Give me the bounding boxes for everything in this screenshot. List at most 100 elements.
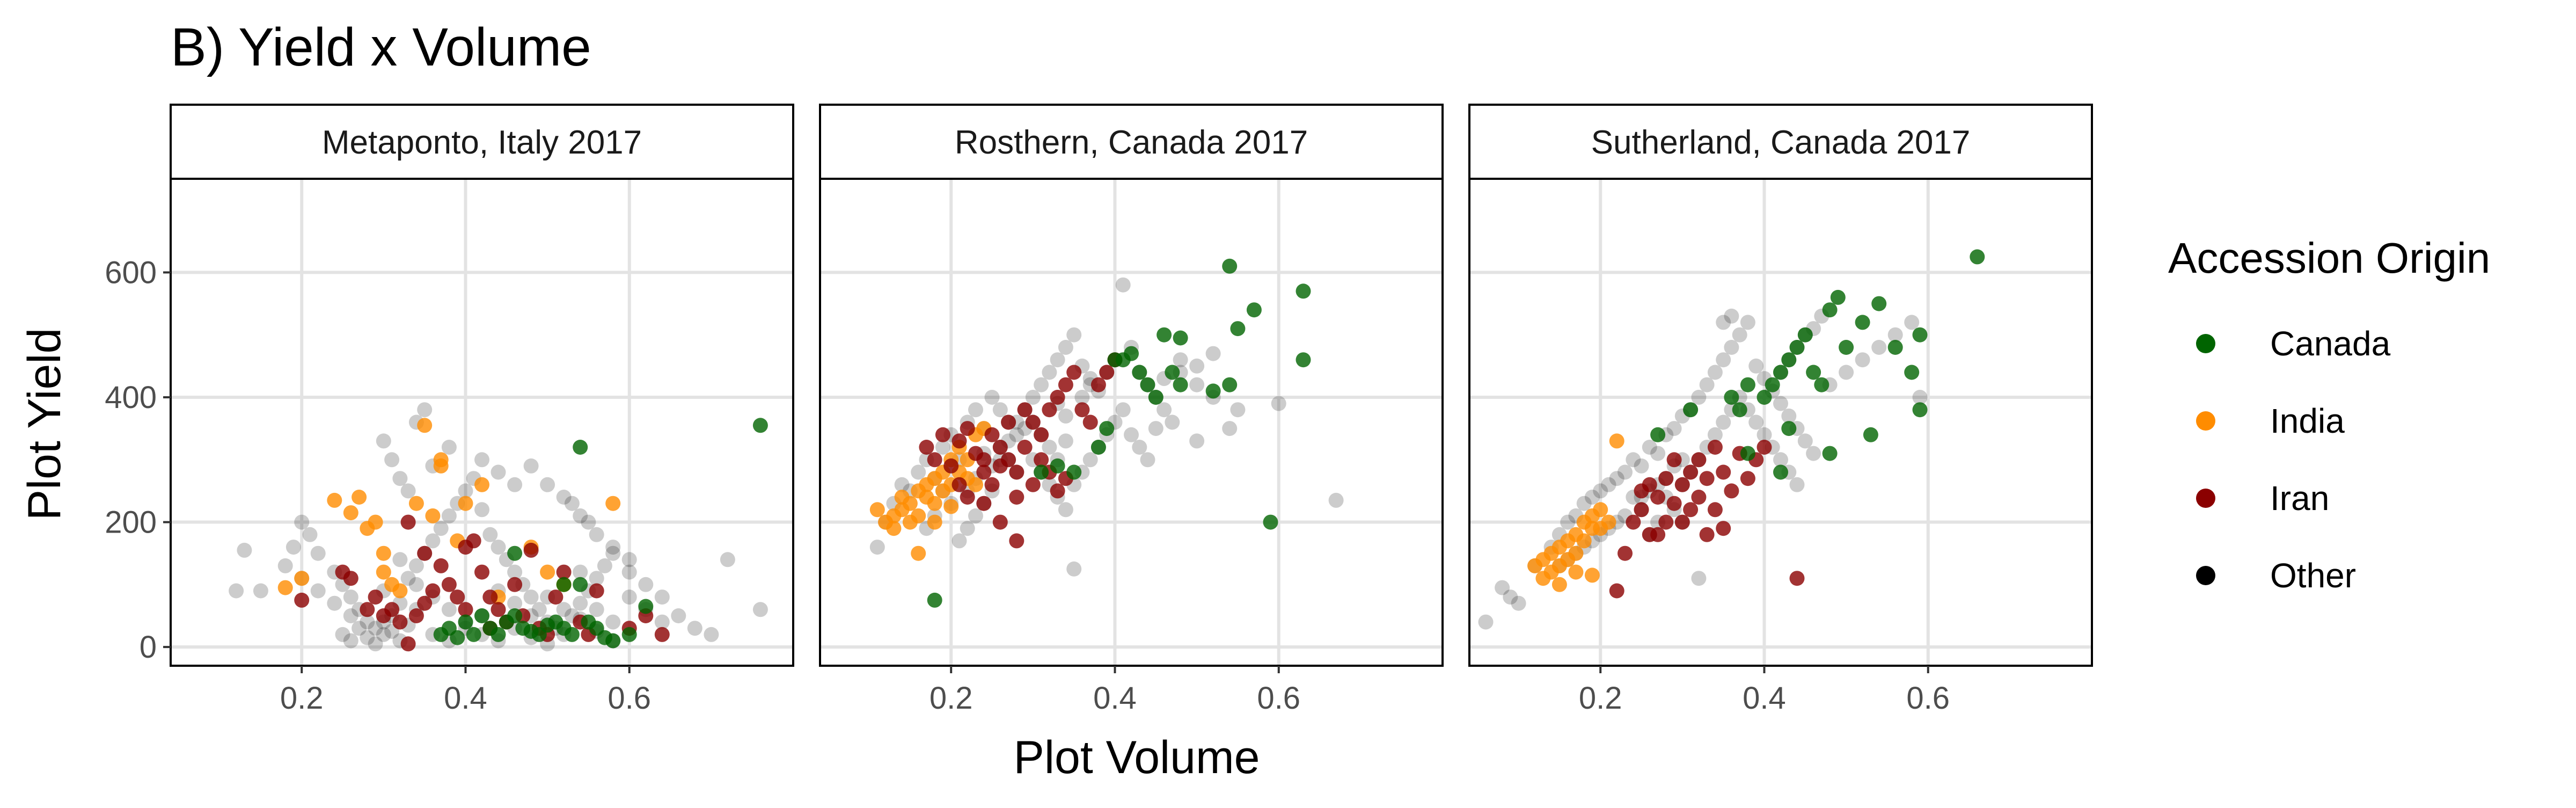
data-point-canada bbox=[1263, 514, 1278, 530]
data-point-iran bbox=[1724, 483, 1739, 499]
data-point-iran bbox=[1017, 402, 1033, 418]
data-point-canada bbox=[1157, 327, 1172, 343]
data-point-other bbox=[400, 483, 416, 499]
data-point-other bbox=[408, 577, 424, 592]
data-point-other bbox=[376, 627, 391, 642]
x-tick-label: 0.2 bbox=[1579, 681, 1622, 716]
data-point-canada bbox=[1789, 340, 1805, 355]
data-point-iran bbox=[976, 452, 992, 468]
data-point-other bbox=[1025, 390, 1041, 405]
data-point-india bbox=[1568, 564, 1584, 580]
y-tick-label: 0 bbox=[140, 630, 157, 665]
data-point-other bbox=[894, 477, 910, 492]
data-point-iran bbox=[360, 602, 375, 617]
data-point-canada bbox=[1765, 377, 1780, 392]
data-point-other bbox=[491, 464, 506, 480]
data-point-other bbox=[360, 630, 375, 645]
data-point-other bbox=[368, 621, 383, 636]
data-point-other bbox=[1691, 390, 1707, 405]
data-point-canada bbox=[1912, 402, 1928, 418]
data-point-canada bbox=[1806, 365, 1821, 380]
legend-label-other: Other bbox=[2270, 556, 2356, 595]
data-point-iran bbox=[507, 577, 523, 592]
data-point-iran bbox=[919, 440, 934, 455]
data-point-other bbox=[597, 558, 612, 573]
y-axis-title: Plot Yield bbox=[19, 328, 70, 521]
data-point-canada bbox=[605, 633, 621, 649]
data-point-canada bbox=[927, 592, 942, 608]
data-point-iran bbox=[368, 589, 383, 605]
data-point-other bbox=[1887, 327, 1903, 343]
data-point-other bbox=[1855, 352, 1870, 368]
data-point-iran bbox=[458, 602, 473, 617]
data-point-other bbox=[482, 527, 498, 542]
data-point-canada bbox=[1132, 365, 1147, 380]
data-point-other bbox=[1560, 514, 1576, 530]
data-point-iran bbox=[1740, 471, 1755, 486]
data-point-other bbox=[1601, 477, 1616, 492]
y-tick-label: 400 bbox=[105, 380, 157, 415]
data-point-other bbox=[869, 540, 885, 555]
data-point-india bbox=[425, 508, 441, 523]
data-point-other bbox=[1912, 390, 1928, 405]
data-point-iran bbox=[474, 564, 489, 580]
data-point-iran bbox=[1609, 583, 1624, 599]
data-point-canada bbox=[1165, 365, 1180, 380]
data-point-other bbox=[1495, 580, 1510, 595]
data-point-other bbox=[1328, 492, 1344, 508]
data-point-other bbox=[1757, 427, 1772, 442]
data-point-canada bbox=[1822, 302, 1838, 318]
data-point-canada bbox=[1683, 402, 1699, 418]
data-point-other bbox=[229, 583, 244, 599]
data-point-iran bbox=[343, 571, 358, 586]
data-point-other bbox=[441, 602, 457, 617]
data-point-iran bbox=[441, 577, 457, 592]
data-point-iran bbox=[1001, 452, 1016, 468]
data-point-other bbox=[1806, 446, 1821, 461]
data-point-other bbox=[581, 514, 596, 530]
data-point-other bbox=[952, 533, 967, 549]
data-point-canada bbox=[1034, 464, 1049, 480]
data-point-other bbox=[1189, 358, 1205, 374]
data-point-canada bbox=[474, 608, 489, 623]
data-point-iran bbox=[400, 636, 416, 652]
x-axis-title: Plot Volume bbox=[1014, 732, 1260, 783]
data-point-iran bbox=[1066, 365, 1082, 380]
x-tick-label: 0.4 bbox=[444, 681, 487, 716]
data-point-iran bbox=[976, 464, 992, 480]
x-tick-label: 0.2 bbox=[280, 681, 324, 716]
data-point-other bbox=[1189, 433, 1205, 449]
data-point-other bbox=[1716, 414, 1731, 430]
data-point-other bbox=[605, 545, 621, 561]
data-point-canada bbox=[1871, 296, 1887, 311]
data-point-other bbox=[310, 545, 326, 561]
y-tick-label: 200 bbox=[105, 505, 157, 540]
data-point-other bbox=[1140, 452, 1155, 468]
data-point-iran bbox=[1001, 414, 1016, 430]
data-point-iran bbox=[1642, 477, 1657, 492]
data-point-other bbox=[368, 636, 383, 652]
data-point-other bbox=[564, 496, 580, 511]
x-tick-label: 0.6 bbox=[608, 681, 651, 716]
data-point-other bbox=[1205, 346, 1221, 361]
data-point-iran bbox=[1099, 365, 1115, 380]
data-point-iran bbox=[1009, 464, 1024, 480]
panel-border bbox=[170, 178, 794, 667]
data-point-iran bbox=[1009, 533, 1024, 549]
data-point-other bbox=[1748, 358, 1764, 374]
data-point-iran bbox=[466, 533, 481, 549]
data-point-other bbox=[556, 602, 572, 617]
data-point-iran bbox=[943, 458, 959, 474]
x-tick-label: 0.4 bbox=[1093, 681, 1137, 716]
data-point-iran bbox=[1650, 527, 1666, 542]
data-point-other bbox=[360, 614, 375, 630]
data-point-iran bbox=[976, 496, 992, 511]
data-point-other bbox=[1082, 452, 1098, 468]
data-point-iran bbox=[556, 564, 572, 580]
data-point-other bbox=[1157, 402, 1172, 418]
data-point-canada bbox=[1650, 427, 1666, 442]
data-point-other bbox=[911, 464, 926, 480]
data-point-india bbox=[327, 492, 342, 508]
